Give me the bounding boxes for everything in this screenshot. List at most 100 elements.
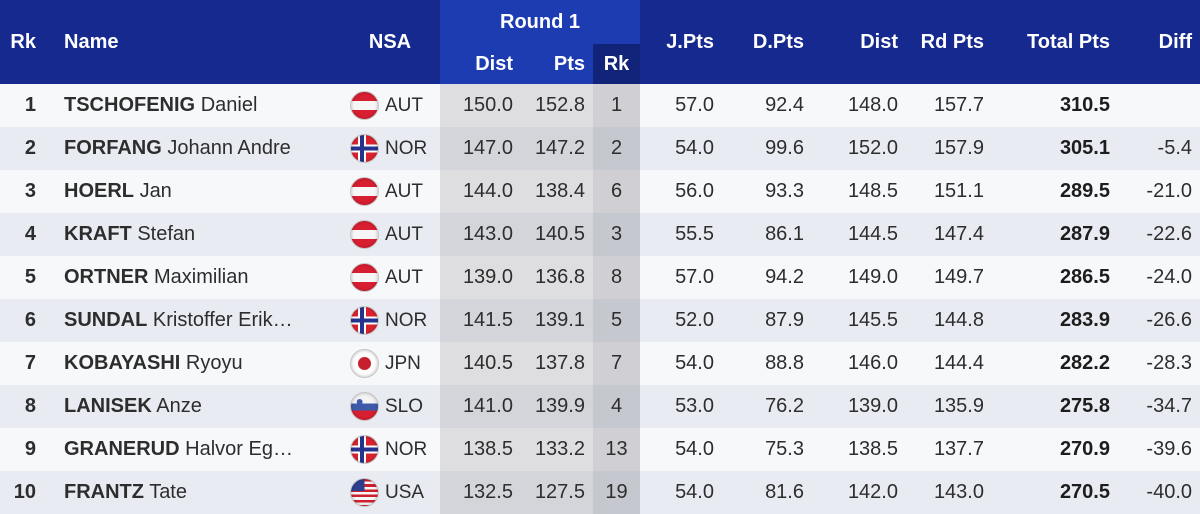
cell-distance: 144.5 — [812, 213, 906, 256]
cell-round1-rank: 1 — [593, 84, 640, 127]
cell-distance-points: 94.2 — [722, 256, 812, 299]
cell-diff: -39.6 — [1118, 428, 1200, 471]
cell-rank: 2 — [0, 127, 46, 170]
cell-round1-pts: 139.9 — [521, 385, 593, 428]
athlete-last-name: GRANERUD — [64, 438, 180, 460]
cell-diff: -26.6 — [1118, 299, 1200, 342]
cell-total-points: 270.9 — [992, 428, 1118, 471]
cell-distance: 146.0 — [812, 342, 906, 385]
cell-diff — [1118, 84, 1200, 127]
cell-round1-dist: 144.0 — [440, 170, 521, 213]
cell-total-points: 275.8 — [992, 385, 1118, 428]
cell-athlete-name: GRANERUD Halvor Eg… — [46, 428, 340, 471]
cell-round1-rank: 7 — [593, 342, 640, 385]
athlete-first-name: Anze — [156, 395, 202, 417]
nsa-code: AUT — [385, 180, 423, 202]
cell-round1-rank: 3 — [593, 213, 640, 256]
cell-distance: 148.5 — [812, 170, 906, 213]
table-row[interactable]: 2 FORFANG Johann Andre NOR 147.0 147.2 2… — [0, 127, 1200, 170]
table-row[interactable]: 8 LANISEK Anze SLO 141.0 139.9 4 53.0 76… — [0, 385, 1200, 428]
table-row[interactable]: 7 KOBAYASHI Ryoyu JPN 140.5 137.8 7 54.0… — [0, 342, 1200, 385]
athlete-first-name: Kristoffer Erik… — [152, 309, 293, 331]
flag-icon-nor — [350, 134, 379, 163]
cell-round1-pts: 140.5 — [521, 213, 593, 256]
cell-diff: -28.3 — [1118, 342, 1200, 385]
cell-diff: -5.4 — [1118, 127, 1200, 170]
results-header: Rk Name NSA Round 1 J.Pts D.Pts Dist Rd … — [0, 0, 1200, 84]
cell-rank: 5 — [0, 256, 46, 299]
cell-rank: 6 — [0, 299, 46, 342]
flag-icon-slo — [350, 392, 379, 421]
table-row[interactable]: 9 GRANERUD Halvor Eg… NOR 138.5 133.2 13… — [0, 428, 1200, 471]
cell-round1-dist: 141.0 — [440, 385, 521, 428]
col-header-total-points: Total Pts — [992, 0, 1118, 84]
col-group-round1: Round 1 — [440, 0, 640, 44]
table-row[interactable]: 1 TSCHOFENIG Daniel AUT 150.0 152.8 1 57… — [0, 84, 1200, 127]
col-header-distance: Dist — [812, 0, 906, 84]
athlete-last-name: TSCHOFENIG — [64, 94, 196, 116]
athlete-first-name: Jan — [139, 180, 172, 202]
cell-round1-rank: 5 — [593, 299, 640, 342]
athlete-last-name: SUNDAL — [64, 309, 148, 331]
cell-judge-points: 56.0 — [640, 170, 722, 213]
results-body: 1 TSCHOFENIG Daniel AUT 150.0 152.8 1 57… — [0, 84, 1200, 514]
cell-round1-dist: 140.5 — [440, 342, 521, 385]
nsa-code: USA — [385, 481, 425, 503]
table-row[interactable]: 10 FRANTZ Tate USA 132.5 127.5 19 54.0 8… — [0, 471, 1200, 514]
flag-icon-jpn — [350, 349, 379, 378]
cell-nsa: USA — [340, 471, 440, 514]
cell-athlete-name: SUNDAL Kristoffer Erik… — [46, 299, 340, 342]
cell-nsa: NOR — [340, 299, 440, 342]
col-header-round1-rank: Rk — [593, 44, 640, 84]
cell-round-points: 135.9 — [906, 385, 992, 428]
cell-distance: 148.0 — [812, 84, 906, 127]
nsa-code: AUT — [385, 223, 423, 245]
cell-round1-pts: 138.4 — [521, 170, 593, 213]
cell-judge-points: 57.0 — [640, 84, 722, 127]
cell-round-points: 157.7 — [906, 84, 992, 127]
cell-round1-dist: 147.0 — [440, 127, 521, 170]
athlete-first-name: Maximilian — [154, 266, 249, 288]
cell-total-points: 305.1 — [992, 127, 1118, 170]
cell-judge-points: 54.0 — [640, 428, 722, 471]
cell-distance: 138.5 — [812, 428, 906, 471]
cell-distance-points: 76.2 — [722, 385, 812, 428]
flag-icon-aut — [350, 263, 379, 292]
athlete-last-name: FORFANG — [64, 137, 162, 159]
cell-rank: 3 — [0, 170, 46, 213]
cell-judge-points: 54.0 — [640, 471, 722, 514]
cell-athlete-name: HOERL Jan — [46, 170, 340, 213]
cell-athlete-name: ORTNER Maximilian — [46, 256, 340, 299]
cell-round1-pts: 137.8 — [521, 342, 593, 385]
table-row[interactable]: 5 ORTNER Maximilian AUT 139.0 136.8 8 57… — [0, 256, 1200, 299]
table-row[interactable]: 4 KRAFT Stefan AUT 143.0 140.5 3 55.5 86… — [0, 213, 1200, 256]
cell-round-points: 144.4 — [906, 342, 992, 385]
cell-round1-pts: 127.5 — [521, 471, 593, 514]
col-header-round1-dist: Dist — [440, 44, 521, 84]
flag-icon-aut — [350, 220, 379, 249]
athlete-first-name: Johann Andre — [167, 137, 291, 159]
cell-judge-points: 52.0 — [640, 299, 722, 342]
cell-diff: -22.6 — [1118, 213, 1200, 256]
cell-distance-points: 75.3 — [722, 428, 812, 471]
athlete-first-name: Daniel — [200, 94, 258, 116]
cell-round1-rank: 13 — [593, 428, 640, 471]
cell-distance: 145.5 — [812, 299, 906, 342]
table-row[interactable]: 3 HOERL Jan AUT 144.0 138.4 6 56.0 93.3 … — [0, 170, 1200, 213]
cell-round1-rank: 6 — [593, 170, 640, 213]
cell-distance-points: 99.6 — [722, 127, 812, 170]
col-header-round1-pts: Pts — [521, 44, 593, 84]
athlete-last-name: ORTNER — [64, 266, 149, 288]
cell-round1-rank: 8 — [593, 256, 640, 299]
table-row[interactable]: 6 SUNDAL Kristoffer Erik… NOR 141.5 139.… — [0, 299, 1200, 342]
cell-round1-dist: 141.5 — [440, 299, 521, 342]
athlete-first-name: Ryoyu — [185, 352, 243, 374]
cell-total-points: 283.9 — [992, 299, 1118, 342]
cell-nsa: AUT — [340, 256, 440, 299]
cell-rank: 10 — [0, 471, 46, 514]
col-header-rank: Rk — [0, 0, 46, 84]
cell-round1-dist: 132.5 — [440, 471, 521, 514]
cell-distance-points: 87.9 — [722, 299, 812, 342]
cell-distance-points: 81.6 — [722, 471, 812, 514]
col-header-distance-points: D.Pts — [722, 0, 812, 84]
